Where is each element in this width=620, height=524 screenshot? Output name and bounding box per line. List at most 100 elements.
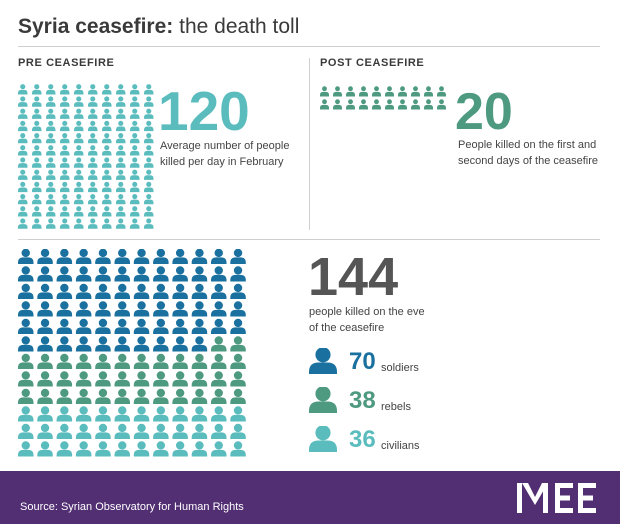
person-icon bbox=[424, 86, 433, 97]
person-icon bbox=[60, 181, 70, 193]
person-icon bbox=[114, 353, 130, 369]
person-icon bbox=[211, 371, 227, 387]
person-icon bbox=[75, 283, 92, 299]
mee-logo-icon bbox=[517, 483, 596, 513]
person-icon bbox=[74, 96, 84, 107]
person-icon bbox=[144, 84, 154, 95]
person-icon bbox=[95, 336, 111, 352]
person-icon bbox=[372, 86, 381, 97]
person-icon bbox=[144, 206, 154, 217]
person-icon bbox=[130, 218, 140, 229]
person-icon bbox=[153, 406, 169, 422]
person-icon bbox=[56, 371, 73, 387]
person-icon bbox=[153, 388, 169, 404]
person-icon bbox=[372, 99, 381, 110]
person-icon bbox=[46, 108, 56, 119]
person-icon bbox=[114, 318, 130, 334]
person-icon bbox=[230, 266, 246, 282]
person-icon bbox=[18, 120, 28, 132]
title-rest: the death toll bbox=[179, 15, 300, 38]
person-icon bbox=[74, 193, 84, 205]
person-icon bbox=[18, 266, 34, 282]
person-icon bbox=[46, 120, 56, 132]
person-icon bbox=[74, 145, 84, 156]
person-icon bbox=[230, 301, 246, 317]
person-icon bbox=[18, 108, 28, 119]
person-icon bbox=[88, 84, 98, 95]
person-icon bbox=[102, 193, 112, 205]
person-icon bbox=[56, 441, 73, 457]
person-icon bbox=[18, 84, 28, 95]
person-icon bbox=[211, 249, 227, 264]
eve-caption: people killed on the eve of the ceasefir… bbox=[309, 304, 425, 336]
person-icon bbox=[153, 266, 169, 282]
person-icon bbox=[88, 145, 98, 156]
person-icon bbox=[172, 266, 188, 282]
person-icon bbox=[230, 249, 246, 264]
person-icon bbox=[18, 441, 34, 457]
legend-value-civilians: 36 bbox=[349, 426, 376, 453]
person-icon bbox=[75, 423, 92, 439]
person-icon bbox=[32, 193, 42, 205]
person-icon bbox=[130, 108, 140, 119]
person-icon bbox=[230, 441, 246, 457]
person-icon bbox=[191, 266, 208, 282]
person-icon bbox=[211, 406, 227, 422]
person-icon bbox=[18, 283, 34, 299]
person-icon bbox=[18, 388, 34, 404]
person-icon bbox=[114, 249, 130, 264]
person-icon bbox=[88, 120, 98, 132]
person-icon bbox=[114, 301, 130, 317]
person-icon bbox=[114, 371, 130, 387]
person-icon bbox=[32, 181, 42, 193]
person-icon bbox=[116, 108, 126, 119]
person-icon bbox=[102, 157, 112, 168]
person-icon bbox=[191, 441, 208, 457]
person-icon bbox=[56, 336, 73, 352]
person-icon bbox=[114, 423, 130, 439]
person-icon bbox=[230, 336, 246, 352]
person-icon bbox=[32, 108, 42, 119]
person-icon bbox=[46, 84, 56, 95]
person-icon bbox=[116, 157, 126, 168]
person-icon bbox=[359, 99, 368, 110]
legend-icon-soldiers bbox=[309, 348, 337, 374]
person-icon bbox=[88, 169, 98, 180]
legend-icon-civilians bbox=[309, 426, 337, 452]
person-icon bbox=[32, 218, 42, 229]
person-icon bbox=[144, 218, 154, 229]
person-icon bbox=[211, 283, 227, 299]
person-icon bbox=[172, 353, 188, 369]
person-icon bbox=[153, 301, 169, 317]
person-icon bbox=[18, 318, 34, 334]
person-icon bbox=[46, 193, 56, 205]
person-icon bbox=[60, 132, 70, 144]
person-icon bbox=[116, 132, 126, 144]
person-icon bbox=[75, 406, 92, 422]
post-ceasefire-caption: People killed on the first and second da… bbox=[458, 137, 598, 169]
person-icon bbox=[75, 353, 92, 369]
person-icon bbox=[437, 99, 446, 110]
person-icon bbox=[56, 353, 73, 369]
post-caption-line-2: second days of the ceasefire bbox=[458, 155, 599, 167]
person-icon bbox=[18, 336, 34, 352]
person-icon bbox=[74, 132, 84, 144]
person-icon bbox=[133, 371, 150, 387]
person-icon bbox=[56, 301, 73, 317]
vertical-divider bbox=[309, 58, 310, 230]
legend-label-civilians: civilians bbox=[381, 440, 420, 452]
eve-pictogram bbox=[18, 249, 246, 457]
person-icon bbox=[172, 388, 188, 404]
person-icon bbox=[95, 283, 111, 299]
person-icon bbox=[144, 181, 154, 193]
person-icon bbox=[102, 108, 112, 119]
person-icon bbox=[144, 193, 154, 205]
person-icon bbox=[191, 388, 208, 404]
person-icon bbox=[32, 120, 42, 132]
person-icon bbox=[60, 108, 70, 119]
person-icon bbox=[230, 353, 246, 369]
person-icon bbox=[153, 371, 169, 387]
person-icon bbox=[102, 84, 112, 95]
person-icon bbox=[230, 406, 246, 422]
post-ceasefire-pictogram bbox=[320, 86, 446, 110]
